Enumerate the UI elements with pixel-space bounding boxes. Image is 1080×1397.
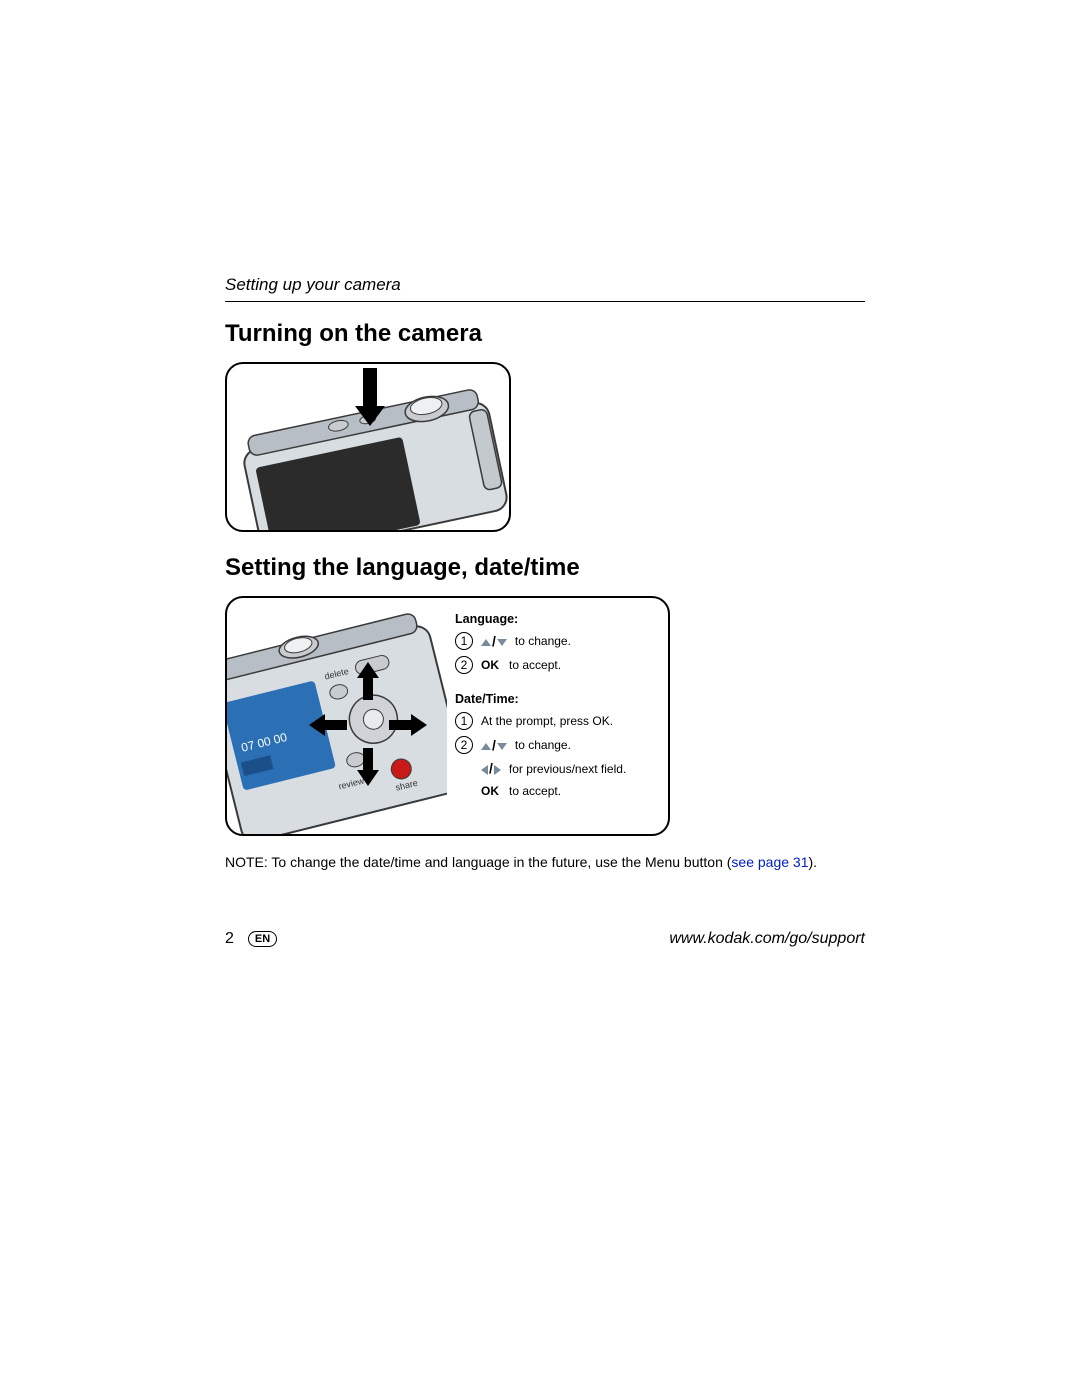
camera-nav-illustration: 07 00 00 delete review: [227, 598, 447, 834]
instruction-panel: Language: 1 / to change. 2 OK to accept.…: [447, 598, 668, 834]
instruction-text: to change.: [515, 737, 571, 753]
instruction-text: to accept.: [509, 783, 561, 799]
ok-label: OK: [481, 783, 501, 799]
page-footer: 2 EN www.kodak.com/go/support: [225, 930, 865, 948]
figure-turn-on-camera: [225, 362, 511, 532]
section-heading-set-language: Setting the language, date/time: [225, 554, 865, 582]
page-reference-link[interactable]: see page 31: [731, 854, 808, 870]
language-heading: Language:: [455, 612, 660, 626]
figure-set-language-datetime: 07 00 00 delete review: [225, 596, 670, 836]
step-number-icon: 1: [455, 632, 473, 650]
step-number-icon: 2: [455, 736, 473, 754]
instruction-text: for previous/next field.: [509, 761, 626, 777]
page-content: Setting up your camera Turning on the ca…: [225, 275, 865, 873]
page-number: 2: [225, 930, 234, 948]
chapter-header: Setting up your camera: [225, 275, 865, 302]
lang-step-1: 1 / to change.: [455, 632, 660, 650]
up-down-icon: /: [481, 633, 507, 650]
language-badge: EN: [248, 931, 277, 947]
step-number-icon: 1: [455, 712, 473, 730]
left-right-icon: /: [481, 760, 501, 777]
note-suffix: ).: [808, 854, 817, 870]
dt-step-2: 2 / to change.: [455, 736, 660, 754]
dt-accept: OK to accept.: [481, 783, 660, 799]
dt-step-1: 1 At the prompt, press OK.: [455, 712, 660, 730]
up-down-icon: /: [481, 737, 507, 754]
section-heading-turn-on: Turning on the camera: [225, 320, 865, 348]
ok-label: OK: [481, 657, 501, 673]
dt-prev-next: / for previous/next field.: [481, 760, 660, 777]
note-prefix: NOTE: To change the date/time and langua…: [225, 854, 731, 870]
camera-power-illustration: [227, 364, 511, 532]
step-number-icon: 2: [455, 656, 473, 674]
datetime-heading: Date/Time:: [455, 692, 660, 706]
note-text: NOTE: To change the date/time and langua…: [225, 852, 865, 873]
instruction-text: to accept.: [509, 657, 561, 673]
instruction-text: to change.: [515, 633, 571, 649]
instruction-text: At the prompt, press OK.: [481, 713, 613, 729]
support-url[interactable]: www.kodak.com/go/support: [669, 930, 865, 948]
lang-step-2: 2 OK to accept.: [455, 656, 660, 674]
